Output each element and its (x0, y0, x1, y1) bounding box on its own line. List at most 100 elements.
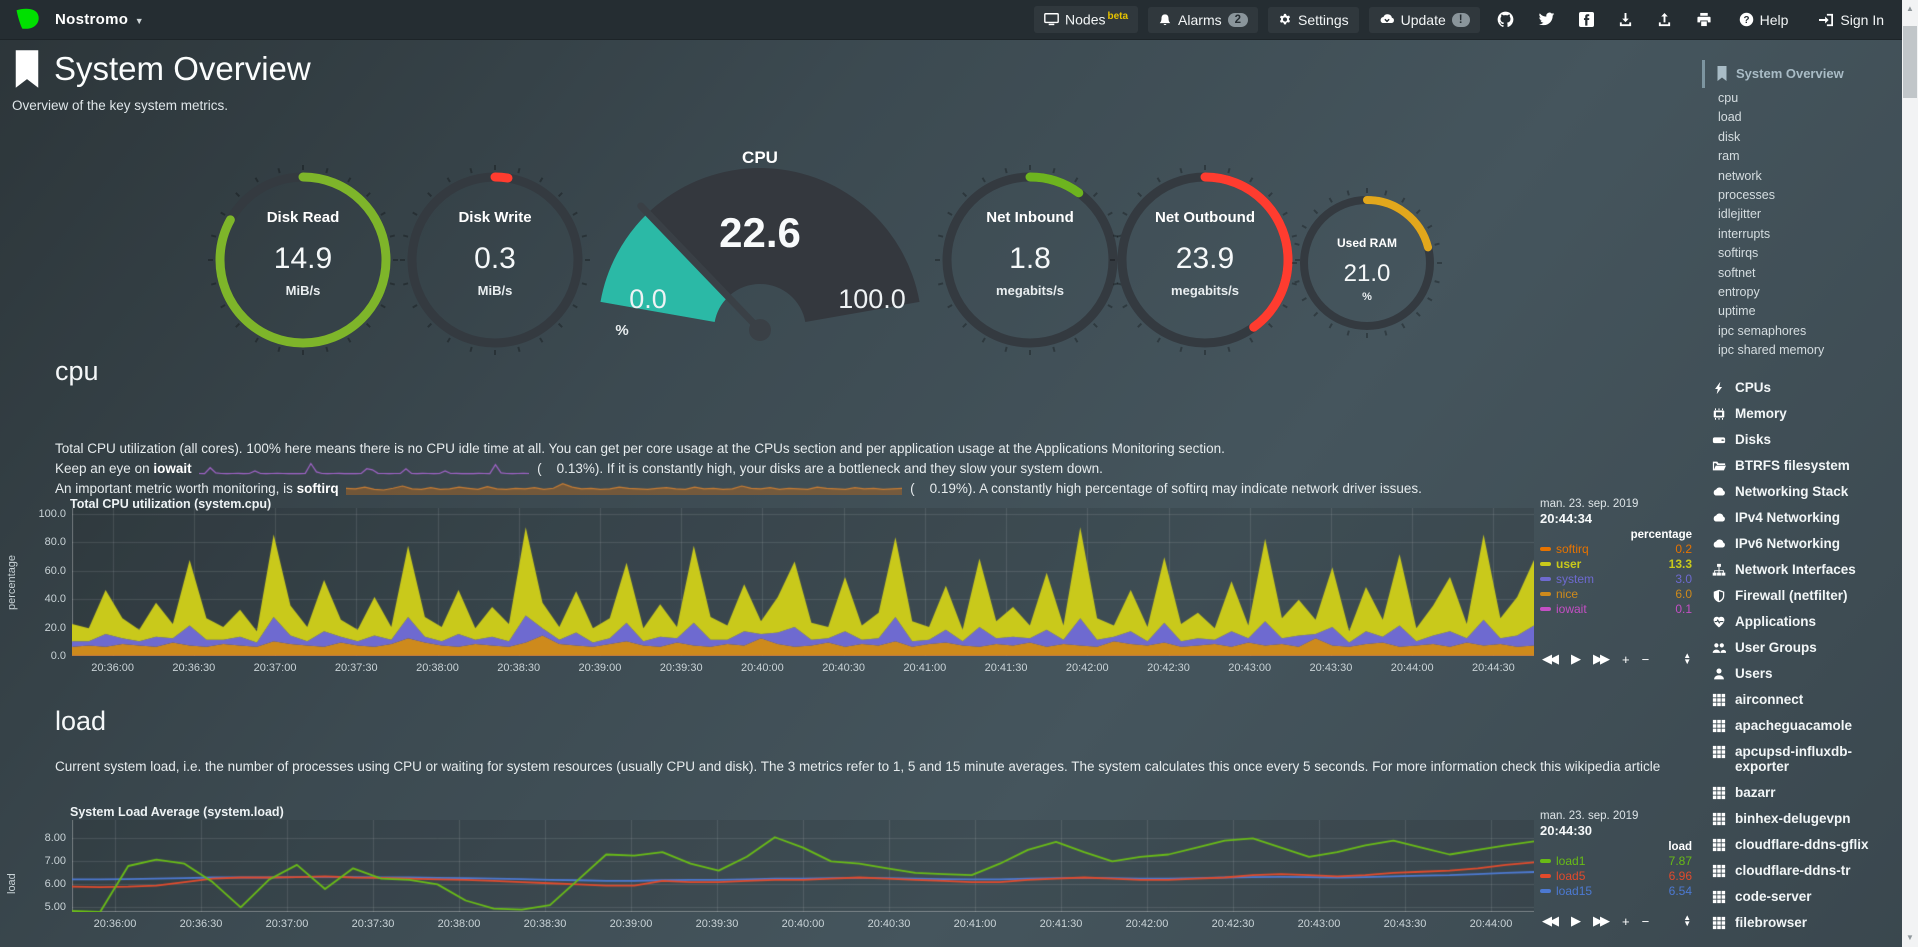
sidebar-item-softirqs[interactable]: softirqs (1718, 246, 1759, 261)
legend-row-system[interactable]: system 3.0 (1540, 571, 1692, 586)
sidebar-section-networking-stack[interactable]: Networking Stack (1700, 479, 1902, 505)
legend-row-load1[interactable]: load1 7.87 (1540, 853, 1692, 868)
used-ram-gauge[interactable]: Used RAM 21.0% (1290, 186, 1444, 345)
sidebar-item-ipc-semaphores[interactable]: ipc semaphores (1718, 323, 1807, 338)
cloud-icon (1713, 539, 1725, 548)
cpu-chart-plot-area[interactable] (72, 508, 1534, 656)
page-title: System Overview (54, 50, 311, 87)
sidebar-section-network-interfaces[interactable]: Network Interfaces (1700, 557, 1902, 583)
github-icon[interactable] (1490, 6, 1521, 33)
sidebar-item-disk[interactable]: disk (1718, 129, 1741, 144)
sidebar-app-cloudflare-ddns-gflix[interactable]: cloudflare-ddns-gflix (1700, 832, 1902, 858)
sidebar-item-softnet[interactable]: softnet (1718, 265, 1756, 280)
scrollbar-up-arrow[interactable]: ▲ (1906, 4, 1914, 13)
legend-row-iowait[interactable]: iowait 0.1 (1540, 601, 1692, 616)
legend-row-nice[interactable]: nice 6.0 (1540, 586, 1692, 601)
scrollbar-thumb[interactable] (1903, 26, 1917, 98)
load-chart-plot-area[interactable] (72, 820, 1534, 912)
sidebar-app-binhex-delugevpn[interactable]: binhex-delugevpn (1700, 806, 1902, 832)
sidebar-item-uptime[interactable]: uptime (1718, 304, 1756, 319)
sidebar-section-users[interactable]: Users (1700, 661, 1902, 687)
net-inbound-gauge[interactable]: Net Inbound 1.8 megabits/s (933, 163, 1127, 362)
sidebar-section-cpus[interactable]: CPUs (1700, 375, 1902, 401)
svg-text:100.0: 100.0 (838, 284, 906, 314)
wikipedia-link[interactable]: wikipedia article (1564, 759, 1661, 774)
monitor-icon (1044, 13, 1059, 26)
sidebar-item-idlejitter[interactable]: idlejitter (1718, 207, 1762, 222)
zoom-out-icon[interactable]: − (1641, 651, 1649, 667)
sidebar-section-user-groups[interactable]: User Groups (1700, 635, 1902, 661)
hostname-dropdown[interactable]: Nostromo ▼ (55, 11, 144, 29)
cloud-icon (1713, 487, 1725, 496)
zoom-out-icon[interactable]: − (1641, 913, 1649, 929)
play-icon[interactable]: ▶ (1571, 651, 1581, 666)
sidebar-section-memory[interactable]: Memory (1700, 401, 1902, 427)
fast-forward-icon[interactable]: ▶▶ (1593, 913, 1610, 928)
zoom-in-icon[interactable]: + (1622, 651, 1629, 667)
play-icon[interactable]: ▶ (1571, 913, 1581, 928)
sidebar-section-ipv6-networking[interactable]: IPv6 Networking (1700, 531, 1902, 557)
zoom-in-icon[interactable]: + (1622, 913, 1629, 929)
resize-handle-icon[interactable]: ▲ ▼ (1683, 651, 1692, 666)
signin-button[interactable]: Sign In (1808, 7, 1894, 33)
nodes-button[interactable]: Nodes beta (1034, 6, 1139, 33)
sidebar-item-processes[interactable]: processes (1718, 188, 1775, 203)
alarms-button[interactable]: Alarms 2 (1148, 6, 1259, 33)
update-button[interactable]: Update ! (1368, 6, 1480, 33)
sidebar-app-airconnect[interactable]: airconnect (1700, 687, 1902, 713)
sidebar-app-cloudflare-ddns-tr[interactable]: cloudflare-ddns-tr (1700, 858, 1902, 884)
legend-time: 20:44:30 (1540, 823, 1593, 838)
scrollbar-down-arrow[interactable]: ▼ (1906, 933, 1914, 942)
sidebar-item-load[interactable]: load (1718, 110, 1742, 125)
legend-row-load15[interactable]: load15 6.54 (1540, 883, 1692, 898)
legend-series-name: nice (1556, 586, 1579, 601)
system-load-chart[interactable]: System Load Average (system.load) load 5.0… (0, 803, 1700, 947)
resize-handle-icon[interactable]: ▲ ▼ (1683, 913, 1692, 928)
iowait-sparkline-chart[interactable] (199, 462, 530, 475)
sidebar-app-bazarr[interactable]: bazarr (1700, 780, 1902, 806)
legend-row-user[interactable]: user 13.3 (1540, 556, 1692, 571)
legend-row-load5[interactable]: load5 6.96 (1540, 868, 1692, 883)
page-header: System Overview Overview of the key syst… (12, 50, 311, 113)
svg-text:megabits/s: megabits/s (996, 283, 1064, 298)
sidebar-item-ram[interactable]: ram (1718, 149, 1740, 164)
sidebar-item-system-overview[interactable]: System Overview (1700, 60, 1902, 88)
net-outbound-gauge[interactable]: Net Outbound 23.9 megabits/s (1108, 163, 1302, 362)
sidebar-item-cpu[interactable]: cpu (1718, 91, 1739, 105)
rewind-icon[interactable]: ◀◀ (1542, 913, 1559, 928)
hdd-icon (1712, 437, 1726, 444)
facebook-icon[interactable] (1572, 7, 1601, 32)
sidebar-section-applications[interactable]: Applications (1700, 609, 1902, 635)
legend-row-softirq[interactable]: softirq 0.2 (1540, 541, 1692, 556)
upload-icon[interactable] (1650, 7, 1679, 32)
cpu-gauge-gauge[interactable]: CPU 22.6 0.0 100.0% (570, 125, 950, 360)
legend-swatch (1540, 591, 1551, 596)
print-icon[interactable] (1689, 7, 1719, 32)
cpu-utilization-chart[interactable]: Total CPU utilization (system.cpu) percen… (0, 495, 1700, 685)
iowait-text-pre: Keep an eye on (55, 461, 154, 476)
sidebar-app-apacheguacamole[interactable]: apacheguacamole (1700, 713, 1902, 739)
twitter-icon[interactable] (1531, 7, 1562, 32)
netdata-logo[interactable] (14, 6, 41, 33)
sidebar-app-apcupsd-influxdb-exporter[interactable]: apcupsd-influxdb-exporter (1700, 739, 1902, 780)
rewind-icon[interactable]: ◀◀ (1542, 651, 1559, 666)
softirq-sparkline-chart[interactable] (346, 481, 903, 495)
sidebar-app-filebrowser[interactable]: filebrowser (1700, 910, 1902, 936)
sidebar-section-btrfs-filesystem[interactable]: BTRFS filesystem (1700, 453, 1902, 479)
sidebar-item-interrupts[interactable]: interrupts (1718, 226, 1771, 241)
help-button[interactable]: ? Help (1729, 7, 1799, 33)
disk-read-gauge[interactable]: Disk Read 14.9 MiB/s (206, 163, 400, 362)
download-icon[interactable] (1611, 7, 1640, 32)
sidebar-item-entropy[interactable]: entropy (1718, 285, 1760, 300)
sidebar-item-ipc-shared-memory[interactable]: ipc shared memory (1718, 343, 1825, 358)
settings-button[interactable]: Settings (1268, 6, 1359, 33)
fast-forward-icon[interactable]: ▶▶ (1593, 651, 1610, 666)
sidebar-section-ipv4-networking[interactable]: IPv4 Networking (1700, 505, 1902, 531)
cpu-chart-xtick: 20:36:30 (172, 662, 216, 674)
disk-write-gauge[interactable]: Disk Write 0.3 MiB/s (398, 163, 592, 362)
sidebar-section-firewall-netfilter-[interactable]: Firewall (netfilter) (1700, 583, 1902, 609)
sidebar-section-disks[interactable]: Disks (1700, 427, 1902, 453)
sidebar-app-code-server[interactable]: code-server (1700, 884, 1902, 910)
sidebar-item-network[interactable]: network (1718, 168, 1762, 183)
page-scrollbar[interactable]: ▲ ▼ (1902, 0, 1918, 947)
